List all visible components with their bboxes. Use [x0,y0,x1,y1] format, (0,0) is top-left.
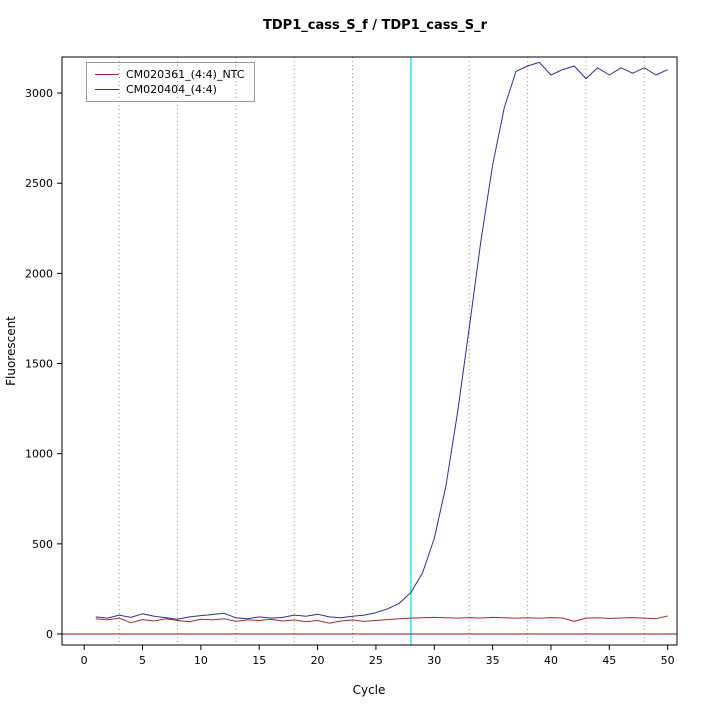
legend-line-swatch-sample [95,89,119,90]
y-tick-label: 3000 [25,87,53,100]
legend: CM020361_(4:4)_NTC CM020404_(4:4) [86,62,256,102]
y-tick-label: 500 [32,538,53,551]
series-line-1 [95,61,668,620]
x-tick-label: 40 [544,654,558,667]
y-tick-label: 0 [46,628,53,641]
plot-box [61,56,678,646]
y-tick-label: 2500 [25,177,53,190]
x-tick-label: 10 [194,654,208,667]
legend-item-sample: CM020404_(4:4) [95,82,244,97]
y-tick-label: 1500 [25,358,53,371]
legend-label-ntc: CM020361_(4:4)_NTC [126,68,245,81]
x-tick-label: 35 [486,654,500,667]
x-tick-label: 30 [427,654,441,667]
x-tick-label: 50 [661,654,675,667]
y-axis-label: Fluorescent [4,316,18,386]
legend-item-ntc: CM020361_(4:4)_NTC [95,67,244,82]
x-tick-label: 5 [139,654,146,667]
legend-line-swatch-ntc [95,74,119,75]
chart-title: TDP1_cass_S_f / TDP1_cass_S_r [263,18,488,33]
y-tick-label: 2000 [25,267,53,280]
legend-label-sample: CM020404_(4:4) [126,83,217,96]
x-axis-label: Cycle [353,683,386,697]
x-tick-label: 45 [602,654,616,667]
series-line-0 [95,615,668,624]
x-tick-label: 0 [81,654,88,667]
x-tick-label: 25 [369,654,383,667]
x-tick-label: 15 [252,654,266,667]
x-tick-label: 20 [311,654,325,667]
y-tick-label: 1000 [25,448,53,461]
